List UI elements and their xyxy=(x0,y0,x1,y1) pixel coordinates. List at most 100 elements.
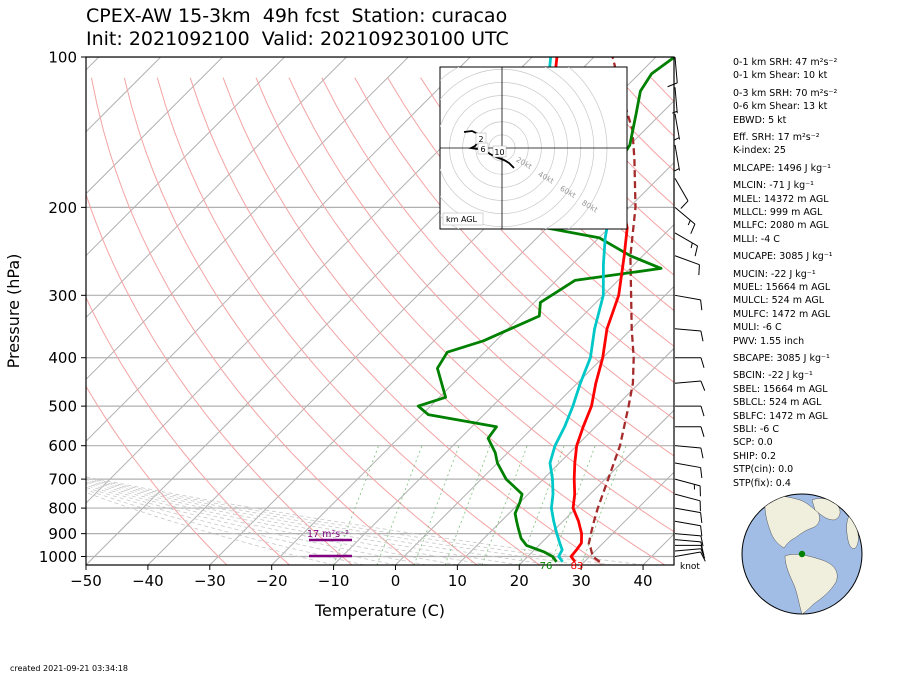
y-tick-label: 400 xyxy=(48,349,77,367)
barb-flag xyxy=(700,467,703,478)
isotherm xyxy=(333,223,674,565)
barb-staff xyxy=(674,548,701,552)
dry-adiabat xyxy=(387,77,674,383)
mixing-ratio-line xyxy=(518,445,565,565)
barb-staff xyxy=(674,255,700,266)
wind-barb xyxy=(674,113,681,141)
index-line: STP(fix): 0.4 xyxy=(733,477,791,489)
axes: −50 −40 −30 −20 −10 0 10 20 30 40 100 200 300 400 500 6… xyxy=(39,49,675,590)
moist-adiabat xyxy=(86,481,489,565)
y-tick-label: 200 xyxy=(48,199,77,217)
barb-half-flag xyxy=(690,242,693,249)
wind-barb xyxy=(674,294,703,311)
x-tick-label: −50 xyxy=(70,572,102,590)
isotherm xyxy=(86,57,223,195)
barb-flag xyxy=(700,541,704,553)
x-tick-label: 20 xyxy=(510,572,529,590)
index-line: MULI: -6 C xyxy=(733,322,782,334)
dry-adiabat xyxy=(86,296,290,565)
srh-label: 17 m²s⁻² xyxy=(307,529,349,540)
y-tick-label: 900 xyxy=(48,525,77,543)
moist-adiabat xyxy=(86,476,644,565)
wind-barb xyxy=(674,206,696,234)
moist-adiabat xyxy=(86,479,551,565)
mixing-ratio-line xyxy=(549,445,596,565)
barb-staff xyxy=(674,462,701,469)
station-marker xyxy=(798,550,806,558)
dry-adiabat xyxy=(684,78,906,565)
isotherm xyxy=(86,57,409,381)
dry-adiabat xyxy=(354,77,674,420)
wind-barb xyxy=(674,507,703,524)
wind-units-label: knot xyxy=(680,562,700,572)
dry-adiabat xyxy=(288,77,674,495)
barb-flag xyxy=(680,200,689,209)
wind-barb xyxy=(667,56,678,88)
index-line: MLCIN: -71 J kg⁻¹ xyxy=(733,180,814,192)
globe-landmass xyxy=(764,495,820,549)
barb-staff xyxy=(674,507,701,514)
wind-barb xyxy=(674,445,704,459)
barb-half-flag xyxy=(687,220,691,226)
dry-adiabat xyxy=(255,77,674,533)
index-line: PWV: 1.55 inch xyxy=(733,335,805,347)
dry-adiabat xyxy=(816,78,906,565)
barb-flag xyxy=(700,405,705,417)
created-timestamp: created 2021-09-21 03:34:18 xyxy=(10,664,128,673)
index-line: K-index: 25 xyxy=(733,145,786,157)
globe-land xyxy=(764,495,859,614)
y-tick-label: 1000 xyxy=(39,548,77,566)
moist-adiabat xyxy=(86,486,396,565)
y-tick-label: 600 xyxy=(48,437,77,455)
isotherm xyxy=(518,409,674,565)
index-line: SCP: 0.0 xyxy=(733,437,773,449)
wind-barb xyxy=(675,426,705,437)
mixing-ratio-line xyxy=(413,445,460,565)
isotherm xyxy=(86,57,347,319)
wind-barb xyxy=(674,478,701,497)
barb-flag xyxy=(698,264,700,276)
index-line: SBCIN: -22 J kg⁻¹ xyxy=(733,370,813,382)
y-tick-label: 700 xyxy=(48,471,77,489)
isotherm xyxy=(86,57,285,257)
mixing-ratio-line xyxy=(376,445,423,565)
hodograph-label-box xyxy=(442,212,484,226)
hodograph-height-label: 10 xyxy=(494,148,504,157)
moist-adiabat xyxy=(86,480,520,565)
dry-adiabat xyxy=(321,77,674,457)
dry-adiabat xyxy=(90,77,415,565)
wind-barb xyxy=(675,357,705,368)
index-line: MLLFC: 2080 m AGL xyxy=(733,220,829,232)
y-axis-label: Pressure (hPa) xyxy=(4,254,23,369)
barb-flag xyxy=(700,525,703,537)
isotherm xyxy=(86,57,162,133)
index-line: MLCAPE: 1496 J kg⁻¹ xyxy=(733,162,831,174)
x-tick-label: 10 xyxy=(448,572,467,590)
barb-staff xyxy=(674,551,701,557)
index-line: STP(cin): 0.0 xyxy=(733,464,794,476)
barb-staff xyxy=(674,178,689,202)
dry-adiabat xyxy=(189,77,603,565)
surface-dewpoint-label: 76 xyxy=(540,561,553,572)
hodograph-height-label: 2 xyxy=(478,135,483,144)
moist-adiabat xyxy=(86,477,613,565)
index-line: 0-3 km SRH: 70 m²s⁻² xyxy=(733,87,838,99)
dry-adiabat xyxy=(783,78,906,565)
x-tick-label: 40 xyxy=(634,572,653,590)
index-line: SBLCL: 524 m AGL xyxy=(733,397,822,409)
barb-staff xyxy=(674,533,701,537)
index-line: SBCAPE: 3085 J kg⁻¹ xyxy=(733,353,830,364)
dry-adiabat xyxy=(882,78,906,565)
barb-flag xyxy=(700,548,706,559)
barb-flag xyxy=(700,551,706,562)
index-line: MLLI: -4 C xyxy=(733,233,780,245)
x-tick-label: 30 xyxy=(572,572,591,590)
moist-adiabat xyxy=(86,483,458,565)
wind-barb xyxy=(674,520,703,537)
index-line: SBEL: 15664 m AGL xyxy=(733,383,828,395)
barb-staff xyxy=(674,87,678,114)
dry-adiabat xyxy=(86,193,353,565)
index-line: MLEL: 14372 m AGL xyxy=(733,193,829,205)
y-tick-label: 300 xyxy=(48,287,77,305)
